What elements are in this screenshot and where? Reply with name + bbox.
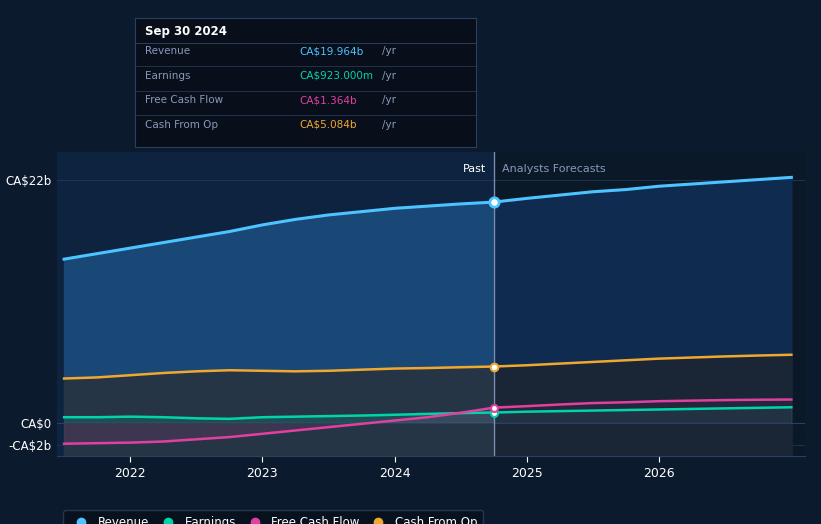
Text: CA$923.000m: CA$923.000m bbox=[300, 71, 374, 81]
Text: /yr: /yr bbox=[382, 71, 396, 81]
Text: Earnings: Earnings bbox=[145, 71, 190, 81]
Bar bbox=[494, 152, 805, 456]
Text: Past: Past bbox=[463, 164, 486, 174]
Bar bbox=[57, 152, 494, 456]
Text: CA$19.964b: CA$19.964b bbox=[300, 46, 364, 56]
Text: /yr: /yr bbox=[382, 119, 396, 129]
Text: Revenue: Revenue bbox=[145, 46, 190, 56]
Text: Free Cash Flow: Free Cash Flow bbox=[145, 95, 223, 105]
Text: CA$5.084b: CA$5.084b bbox=[300, 119, 357, 129]
Point bbox=[488, 408, 501, 417]
Text: Analysts Forecasts: Analysts Forecasts bbox=[502, 164, 605, 174]
Text: /yr: /yr bbox=[382, 46, 396, 56]
Point bbox=[488, 198, 501, 206]
Legend: Revenue, Earnings, Free Cash Flow, Cash From Op: Revenue, Earnings, Free Cash Flow, Cash … bbox=[63, 510, 484, 524]
Text: CA$1.364b: CA$1.364b bbox=[300, 95, 357, 105]
Text: Cash From Op: Cash From Op bbox=[145, 119, 218, 129]
Point bbox=[488, 363, 501, 371]
Text: /yr: /yr bbox=[382, 95, 396, 105]
Point bbox=[488, 403, 501, 412]
Text: Sep 30 2024: Sep 30 2024 bbox=[145, 25, 227, 38]
